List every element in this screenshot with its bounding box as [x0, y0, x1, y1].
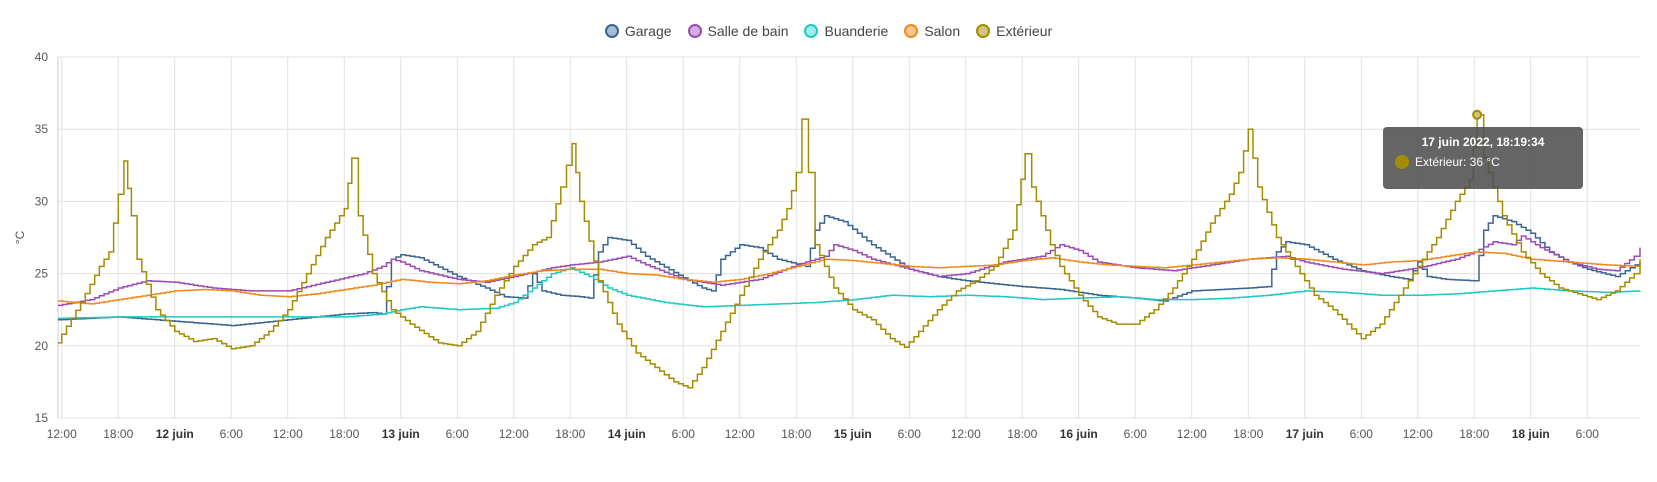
x-tick-label: 12:00 — [1403, 427, 1433, 441]
y-tick-label: 15 — [35, 411, 49, 425]
series-line-2 — [58, 267, 1641, 320]
legend-swatch — [804, 24, 819, 38]
legend-label: Extérieur — [996, 23, 1053, 39]
legend-label: Salle de bain — [707, 23, 789, 39]
x-tick-label: 13 juin — [382, 427, 420, 441]
legend-item-3[interactable]: Salon — [904, 23, 960, 39]
x-tick-label: 18:00 — [1007, 427, 1037, 441]
x-tick-label: 18:00 — [1233, 427, 1263, 441]
legend-swatch — [904, 24, 919, 38]
tooltip-series-dot — [1395, 155, 1409, 169]
y-axis: 15 20 25 30 35 40 — [35, 50, 49, 425]
y-tick-label: 30 — [35, 194, 49, 208]
x-tick-label: 12 juin — [156, 427, 194, 441]
legend-item-4[interactable]: Extérieur — [976, 23, 1052, 39]
x-tick-label: 12:00 — [273, 427, 303, 441]
x-tick-label: 18:00 — [103, 427, 133, 441]
x-tick-label: 6:00 — [446, 427, 470, 441]
x-tick-label: 18:00 — [781, 427, 811, 441]
x-tick-label: 12:00 — [499, 427, 529, 441]
x-tick-label: 6:00 — [898, 427, 922, 441]
x-tick-label: 6:00 — [1350, 427, 1374, 441]
x-tick-label: 17 juin — [1286, 427, 1324, 441]
chart-tooltip: 17 juin 2022, 18:19:34 Extérieur: 36 °C — [1383, 127, 1583, 189]
series-line-4 — [58, 114, 1641, 389]
x-axis: 12:00 18:00 12 juin 6:00 12:00 18:00 13 juin 6:… — [47, 427, 1600, 441]
x-tick-label: 6:00 — [1124, 427, 1148, 441]
legend-label: Garage — [624, 23, 672, 39]
x-tick-label: 6:00 — [220, 427, 244, 441]
legend-swatch — [687, 24, 702, 38]
chart-grid — [57, 56, 1640, 419]
x-tick-label: 18:00 — [329, 427, 359, 441]
x-tick-label: 18:00 — [1459, 427, 1489, 441]
legend-item-2[interactable]: Buanderie — [804, 23, 888, 39]
tooltip-row: Extérieur: 36 °C — [1395, 155, 1571, 169]
y-tick-label: 25 — [35, 267, 49, 281]
x-tick-label: 12:00 — [47, 427, 77, 441]
legend-label: Buanderie — [824, 23, 889, 39]
x-tick-label: 18:00 — [555, 427, 585, 441]
x-tick-label: 16 juin — [1060, 427, 1098, 441]
x-tick-label: 12:00 — [1177, 427, 1207, 441]
x-tick-label: 12:00 — [725, 427, 755, 441]
legend-swatch — [976, 24, 991, 38]
x-tick-label: 6:00 — [672, 427, 696, 441]
chart-series — [58, 114, 1641, 389]
highlight-marker — [1472, 109, 1483, 120]
y-tick-label: 35 — [35, 122, 49, 136]
x-tick-label: 6:00 — [1576, 427, 1600, 441]
legend-swatch — [604, 24, 619, 38]
chart-legend: Garage Salle de bain Buanderie Salon Extérie… — [0, 20, 1657, 42]
x-tick-label: 12:00 — [951, 427, 981, 441]
highlight-point — [1472, 109, 1483, 120]
x-tick-label: 18 juin — [1512, 427, 1550, 441]
series-line-1 — [58, 235, 1641, 307]
x-tick-label: 15 juin — [834, 427, 872, 441]
y-axis-label: °C — [13, 230, 27, 244]
y-tick-label: 20 — [35, 339, 49, 353]
legend-item-0[interactable]: Garage — [604, 23, 672, 39]
x-tick-label: 14 juin — [608, 427, 646, 441]
legend-item-1[interactable]: Salle de bain — [687, 23, 789, 39]
legend-label: Salon — [924, 23, 961, 39]
series-line-3 — [58, 251, 1641, 305]
tooltip-title: 17 juin 2022, 18:19:34 — [1421, 135, 1545, 149]
y-tick-label: 40 — [35, 50, 49, 64]
tooltip-label: Extérieur: 36 °C — [1415, 155, 1500, 169]
